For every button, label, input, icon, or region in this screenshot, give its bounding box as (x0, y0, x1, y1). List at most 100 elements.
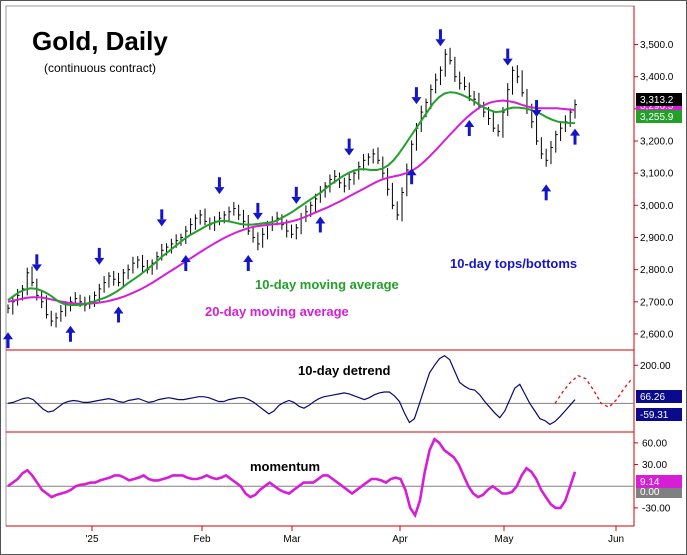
x-tick-label: May (495, 534, 514, 545)
down-arrow-icon (502, 48, 513, 66)
momentum-line (7, 437, 577, 519)
down-arrow-icon (156, 209, 167, 227)
price-y-tick-label: 2,600.0 (640, 329, 674, 340)
price-y-tick-label: 3,200.0 (640, 137, 674, 148)
x-tick-label: '25 (85, 534, 98, 545)
momentum-y-tick-label: 30.00 (642, 460, 667, 471)
down-arrow-icon (252, 202, 263, 220)
price-y-tick-label: 3,000.0 (640, 201, 674, 212)
down-arrow-head (344, 148, 355, 156)
up-arrow-head (243, 255, 254, 263)
close-value-badge-bg (636, 93, 682, 106)
down-arrow-shaft (160, 209, 164, 220)
down-arrow-shaft (414, 87, 418, 98)
up-arrow-head (113, 306, 124, 314)
momentum-value-badge: 9.14 (636, 475, 682, 488)
down-arrow-icon (31, 254, 42, 272)
down-arrow-shaft (256, 202, 260, 213)
down-arrow-shaft (97, 247, 101, 258)
down-arrow-head (411, 97, 422, 105)
close-value-badge: 3,313.2 (636, 93, 682, 106)
price-y-tick-label: 2,700.0 (640, 297, 674, 308)
tops-bottoms-annotation: 10-day tops/bottoms (450, 256, 577, 271)
price-panel (7, 47, 577, 328)
detrend-upper-badge: 66.26 (636, 390, 682, 403)
up-arrow-icon (180, 255, 191, 272)
momentum-zero-badge: 0.00 (636, 486, 682, 498)
ma10-annotation: 10-day moving average (255, 277, 399, 292)
ma20-value-badge-text: 3,296.5 (640, 101, 674, 112)
momentum-value-badge-bg (636, 475, 682, 488)
chart-subtitle: (continuous contract) (44, 61, 156, 75)
up-arrow-head (65, 325, 76, 333)
x-tick-label: Feb (193, 534, 211, 545)
up-arrow-head (570, 128, 580, 136)
up-arrow-shaft (117, 312, 121, 323)
up-arrow-icon (406, 168, 417, 185)
down-arrow-icon (411, 87, 422, 105)
detrend-forecast-line (554, 374, 633, 408)
up-arrow-shaft (6, 338, 10, 349)
up-arrow-icon (243, 255, 254, 272)
chart-title: Gold, Daily (32, 26, 168, 56)
detrend-line (7, 354, 576, 426)
up-arrow-head (315, 216, 326, 224)
down-arrow-icon (531, 100, 542, 118)
down-arrow-head (435, 39, 446, 47)
detrend-y-tick-label: 200.00 (640, 361, 671, 372)
up-arrow-icon (464, 120, 475, 137)
detrend-lower-badge-text: -59.31 (640, 410, 669, 421)
detrend-upper-badge-text: 66.26 (640, 392, 665, 403)
down-arrow-icon (435, 29, 446, 47)
up-arrow-icon (65, 325, 76, 342)
down-arrow-icon (214, 177, 225, 195)
up-arrow-icon (570, 128, 580, 145)
up-arrow-shaft (410, 174, 414, 185)
detrend-panel-label: 10-day detrend (298, 363, 391, 378)
up-arrow-shaft (544, 190, 548, 201)
up-arrow-icon (3, 332, 13, 349)
ma20-line (7, 99, 576, 305)
up-arrow-shaft (467, 126, 471, 137)
up-arrow-shaft (68, 331, 72, 342)
momentum-y-tick-label: 60.00 (642, 438, 667, 449)
ma10-value-badge-text: 3,255.9 (640, 112, 674, 123)
up-arrow-shaft (184, 261, 188, 272)
price-y-tick-label: 2,800.0 (640, 265, 674, 276)
detrend-panel (6, 354, 634, 426)
down-arrow-head (252, 212, 263, 220)
close-value-badge-text: 3,313.2 (640, 95, 674, 106)
ma10-value-badge-bg (636, 110, 682, 123)
axes: 3,500.03,400.03,300.03,200.03,100.03,000… (85, 40, 682, 545)
up-arrow-shaft (318, 222, 322, 233)
up-arrow-icon (315, 216, 326, 233)
up-arrow-head (541, 184, 552, 192)
x-tick-label: Apr (392, 534, 408, 545)
down-arrow-icon (291, 186, 302, 204)
momentum-y-tick-label: -30.00 (642, 503, 671, 514)
up-arrow-icon (541, 184, 552, 201)
up-arrow-head (180, 255, 191, 263)
momentum-zero-badge-bg (636, 486, 682, 498)
detrend-lower-badge: -59.31 (636, 408, 682, 421)
momentum-zero-badge-text: 0.00 (640, 487, 660, 498)
down-arrow-shaft (294, 186, 298, 197)
down-arrow-head (31, 264, 42, 272)
up-arrow-head (464, 120, 475, 128)
down-arrow-shaft (217, 177, 221, 188)
price-y-tick-label: 3,500.0 (640, 40, 674, 51)
up-arrow-head (406, 168, 417, 176)
ma20-annotation: 20-day moving average (205, 304, 349, 319)
up-arrow-shaft (246, 261, 250, 272)
down-arrow-icon (94, 247, 105, 265)
down-arrow-head (291, 196, 302, 204)
up-arrow-head (3, 332, 13, 340)
down-arrow-head (156, 219, 167, 227)
up-arrow-shaft (573, 134, 577, 145)
x-tick-label: Jun (608, 534, 624, 545)
down-arrow-head (94, 257, 105, 265)
cycle-arrows (3, 29, 580, 349)
price-y-tick-label: 2,900.0 (640, 233, 674, 244)
